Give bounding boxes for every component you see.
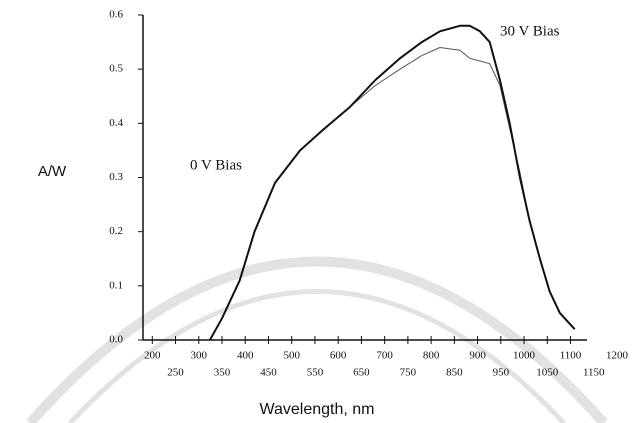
x-tick-label: 250 [167,367,184,379]
y-tick-label: 0.3 [109,171,123,183]
x-tick-label: 500 [283,350,300,362]
x-tick-label: 1000 [513,350,536,362]
x-tick-label: 1200 [606,350,629,362]
x-tick-label: 1100 [560,350,582,362]
x-tick-label: 700 [376,350,393,362]
x-tick-label: 1150 [583,367,605,379]
x-tick-label: 900 [469,350,486,362]
x-tick-label: 350 [214,367,231,379]
x-tick-label: 650 [353,367,370,379]
x-tick-label: 800 [423,350,440,362]
y-tick-label: 0.2 [109,225,123,237]
x-tick-label: 200 [144,350,161,362]
watermark-arc [68,289,566,423]
y-axis-label: A/W [38,163,67,180]
watermark-arc [26,256,608,423]
series-line [209,24,576,341]
y-tick-label: 0.1 [109,279,123,291]
x-tick-label: 850 [446,367,463,379]
x-tick-label: 750 [400,367,417,379]
x-tick-label: 450 [260,367,277,379]
x-tick-label: 550 [307,367,324,379]
x-tick-label: 600 [330,350,347,362]
x-axis-label: Wavelength, nm [259,401,374,418]
y-tick-label: 0.5 [109,63,123,75]
y-tick-label: 0.4 [109,117,123,129]
y-tick-label: 0.0 [109,334,123,346]
x-tick-label: 950 [493,367,510,379]
series-label: 0 V Bias [190,157,242,173]
x-tick-label: 400 [237,350,254,362]
x-tick-label: 300 [191,350,208,362]
y-tick-label: 0.6 [109,9,123,21]
x-tick-label: 1050 [536,367,559,379]
series-label: 30 V Bias [500,23,560,39]
watermark [26,256,608,423]
